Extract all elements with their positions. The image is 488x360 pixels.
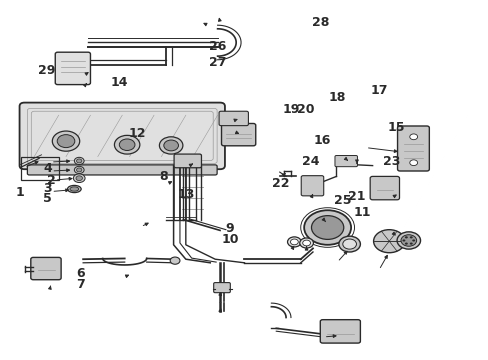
FancyBboxPatch shape <box>213 283 230 293</box>
Text: 24: 24 <box>301 156 319 168</box>
Text: 27: 27 <box>208 57 226 69</box>
FancyBboxPatch shape <box>55 52 90 85</box>
Circle shape <box>74 157 84 165</box>
FancyBboxPatch shape <box>301 176 323 196</box>
Text: 21: 21 <box>347 190 365 203</box>
Circle shape <box>290 239 298 245</box>
Text: 10: 10 <box>221 233 238 246</box>
Circle shape <box>52 131 80 151</box>
Text: 18: 18 <box>328 91 346 104</box>
FancyBboxPatch shape <box>221 123 255 146</box>
Text: 9: 9 <box>225 222 234 235</box>
Circle shape <box>400 235 416 246</box>
FancyBboxPatch shape <box>20 103 224 169</box>
Text: 4: 4 <box>43 162 52 175</box>
Text: 29: 29 <box>38 64 55 77</box>
FancyBboxPatch shape <box>334 156 357 167</box>
Circle shape <box>76 176 82 181</box>
Text: 22: 22 <box>272 177 289 190</box>
Circle shape <box>76 168 81 172</box>
Circle shape <box>409 134 417 140</box>
Text: 6: 6 <box>76 267 85 280</box>
FancyBboxPatch shape <box>27 165 217 175</box>
FancyBboxPatch shape <box>320 320 360 343</box>
Text: 13: 13 <box>177 188 194 201</box>
Circle shape <box>119 139 135 150</box>
Text: 28: 28 <box>311 16 328 29</box>
Circle shape <box>114 135 140 154</box>
Circle shape <box>404 236 407 238</box>
Text: 25: 25 <box>333 194 350 207</box>
Circle shape <box>409 160 417 166</box>
Text: 23: 23 <box>382 156 399 168</box>
Circle shape <box>402 239 405 242</box>
FancyBboxPatch shape <box>31 257 61 280</box>
Text: 3: 3 <box>43 183 52 195</box>
Ellipse shape <box>70 187 79 191</box>
Circle shape <box>163 140 178 151</box>
Circle shape <box>73 174 85 183</box>
Circle shape <box>342 239 356 249</box>
Text: 19: 19 <box>282 103 299 116</box>
Circle shape <box>170 257 180 264</box>
FancyBboxPatch shape <box>174 154 201 168</box>
Circle shape <box>396 232 420 249</box>
Circle shape <box>302 240 310 246</box>
Circle shape <box>299 238 313 248</box>
FancyBboxPatch shape <box>397 126 428 171</box>
Text: 2: 2 <box>47 174 56 186</box>
Circle shape <box>287 237 301 247</box>
Circle shape <box>159 137 183 154</box>
Text: 16: 16 <box>313 134 331 147</box>
FancyBboxPatch shape <box>219 111 248 126</box>
Circle shape <box>76 159 81 163</box>
Text: 1: 1 <box>15 186 24 199</box>
Circle shape <box>404 243 407 245</box>
Text: 7: 7 <box>76 278 85 291</box>
FancyBboxPatch shape <box>369 176 399 200</box>
Circle shape <box>373 230 404 253</box>
Circle shape <box>411 239 414 242</box>
Text: 8: 8 <box>159 170 168 183</box>
Text: 14: 14 <box>111 76 128 89</box>
Text: 20: 20 <box>296 103 314 116</box>
Ellipse shape <box>67 185 81 193</box>
Circle shape <box>409 236 412 238</box>
Circle shape <box>304 210 350 245</box>
Circle shape <box>409 243 412 245</box>
Text: 15: 15 <box>386 121 404 134</box>
Circle shape <box>57 135 75 148</box>
Circle shape <box>338 236 360 252</box>
Text: 5: 5 <box>43 192 52 204</box>
Circle shape <box>311 216 343 239</box>
Circle shape <box>74 166 84 174</box>
Text: 26: 26 <box>208 40 226 53</box>
Text: 12: 12 <box>128 127 145 140</box>
Text: 11: 11 <box>352 206 370 219</box>
Text: 17: 17 <box>369 84 387 96</box>
